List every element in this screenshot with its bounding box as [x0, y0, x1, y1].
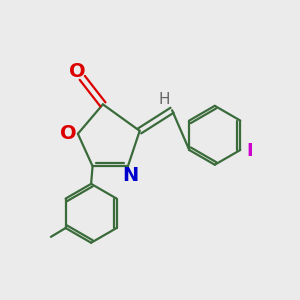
Text: I: I — [246, 142, 253, 160]
Text: O: O — [60, 124, 77, 143]
Text: O: O — [69, 62, 85, 82]
Text: H: H — [159, 92, 170, 107]
Text: N: N — [123, 166, 139, 184]
